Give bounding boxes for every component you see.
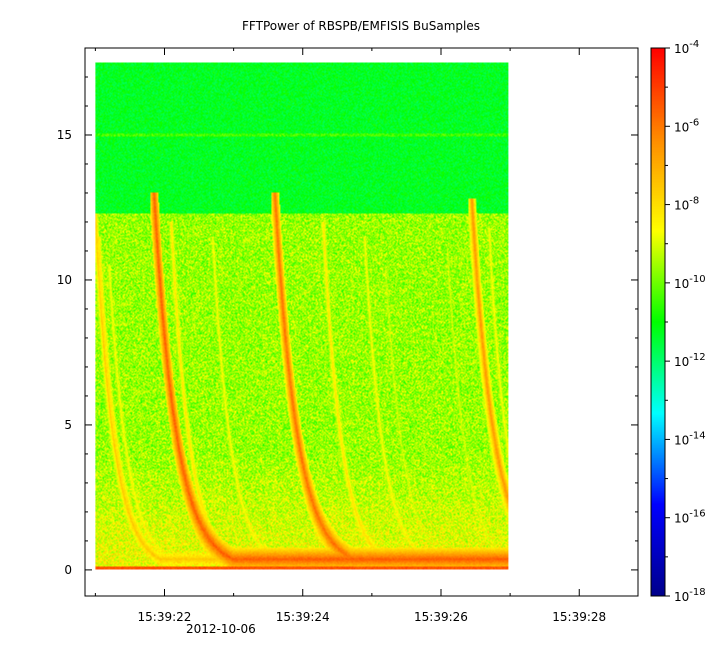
- colorbar-tick-label: 10-10: [674, 274, 706, 291]
- colorbar-gradient: [651, 48, 665, 596]
- y-tick-label: 0: [64, 563, 72, 577]
- y-tick-label: 10: [57, 273, 72, 287]
- colorbar-axis: 10-4 10-6 10-8 10-10 10-12 10-14 10-16 10-18: [665, 39, 706, 604]
- x-tick-label: 15:39:26: [414, 610, 468, 624]
- y-tick-label: 5: [64, 418, 72, 432]
- heatmap-image: [95, 62, 509, 570]
- chart-title: FFTPower of RBSPB/EMFISIS BuSamples: [242, 19, 480, 33]
- colorbar-tick-label: 10-8: [674, 196, 699, 213]
- x-tick-label: 15:39:22: [138, 610, 192, 624]
- x-date-label: 2012-10-06: [186, 622, 256, 636]
- colorbar-tick-label: 10-6: [674, 117, 699, 134]
- colorbar-tick-label: 10-4: [674, 39, 699, 56]
- x-tick-label: 15:39:24: [276, 610, 330, 624]
- colorbar-tick-label: 10-14: [674, 430, 706, 447]
- colorbar-tick-label: 10-18: [674, 587, 706, 604]
- colorbar-tick-label: 10-16: [674, 509, 706, 526]
- x-tick-label: 15:39:28: [552, 610, 606, 624]
- y-tick-label: 15: [57, 128, 72, 142]
- x-axis: 15:39:22 15:39:24 15:39:26 15:39:28: [94, 48, 606, 624]
- colorbar-tick-label: 10-12: [674, 352, 706, 369]
- y-axis: 0 5 10 15: [57, 76, 638, 577]
